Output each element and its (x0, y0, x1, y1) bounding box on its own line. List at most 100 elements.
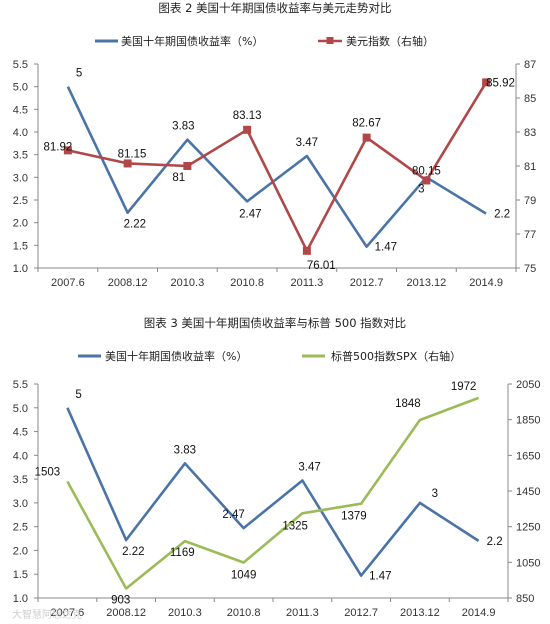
y-right-tick-label: 1650 (516, 450, 540, 462)
series-line-1 (66, 86, 487, 248)
data-label: 3 (418, 183, 424, 195)
data-label: 1325 (282, 520, 308, 532)
chart-2-title: 图表 3 美国十年期国债收益率与标普 500 指数对比 (144, 316, 406, 330)
data-label: 3.83 (172, 121, 194, 133)
data-label: 80.15 (412, 165, 441, 177)
x-tick-label: 2010.8 (227, 607, 261, 619)
data-label: 3 (432, 488, 438, 500)
data-label: 5 (76, 68, 82, 80)
y-left-tick-label: 5.5 (13, 379, 28, 391)
y-left-tick-label: 2.5 (13, 522, 28, 534)
series-marker (302, 246, 311, 255)
data-label: 1848 (395, 398, 421, 410)
x-tick-label: 2012.7 (350, 277, 384, 289)
series-marker (243, 125, 252, 134)
y-right-tick-label: 850 (516, 593, 534, 605)
series-line-1 (66, 407, 480, 577)
series-line-2 (67, 81, 488, 253)
data-label: 3.83 (174, 444, 196, 456)
data-label: 2.2 (487, 536, 503, 548)
data-label: 1972 (451, 381, 477, 393)
y-left-tick-label: 4.0 (13, 450, 28, 462)
data-label: 81.15 (118, 148, 147, 160)
x-tick-label: 2008.12 (108, 277, 148, 289)
series-marker (63, 146, 72, 155)
data-label: 1379 (341, 511, 367, 523)
x-tick-label: 2013.12 (400, 607, 440, 619)
series-line-2 (66, 396, 480, 590)
series-marker (183, 162, 192, 170)
x-tick-label: 2014.9 (462, 607, 496, 619)
data-label: 2.47 (222, 509, 244, 521)
data-label: 85.92 (486, 77, 515, 89)
y-left-tick-label: 5.5 (13, 59, 28, 71)
series-marker (362, 133, 371, 142)
data-label: 2.2 (494, 209, 510, 221)
legend-1-series-2-label: 美元指数（右轴） (346, 34, 434, 48)
y-right-tick-label: 1050 (516, 557, 540, 569)
y-left-tick-label: 4.0 (13, 127, 28, 139)
data-label: 81 (172, 172, 185, 184)
y-right-tick-label: 79 (524, 195, 536, 207)
x-tick-label: 2007.6 (51, 277, 85, 289)
data-label: 2.22 (122, 546, 144, 558)
chart-1-marks: 1.0 1.5 2.0 2.5 3.0 3.5 4.0 4.5 5.0 5.5 75 77 79 81 83… (13, 59, 537, 289)
y-left-tick-label: 3.0 (13, 498, 28, 510)
x-tick-label: 2010.8 (230, 277, 264, 289)
y-right-tick-label: 87 (524, 59, 536, 71)
y-left-tick-label: 2.0 (13, 545, 28, 557)
series-marker (123, 159, 132, 168)
y-left-tick-label: 1.5 (13, 240, 28, 252)
data-label: 903 (111, 595, 130, 607)
y-left-tick-label: 4.5 (13, 104, 28, 116)
chart-1-title: 图表 2 美国十年期国债收益率与美元走势对比 (158, 1, 391, 15)
x-tick-label: 2010.3 (171, 277, 205, 289)
data-label: 1.47 (369, 571, 391, 583)
x-tick-label: 2013.12 (406, 277, 446, 289)
data-label: 5 (75, 389, 81, 401)
y-right-tick-label: 2050 (516, 379, 540, 391)
data-label: 76.01 (307, 260, 336, 272)
data-label: 1.47 (375, 242, 397, 254)
y-right-tick-label: 77 (524, 229, 536, 241)
series-marker (482, 78, 491, 87)
watermark: 大智慧阿思达克 (12, 608, 82, 621)
data-label: 2.47 (239, 208, 261, 220)
x-tick-label: 2014.9 (469, 277, 503, 289)
data-label: 83.13 (233, 110, 262, 122)
x-tick-label: 2012.7 (344, 607, 378, 619)
y-left-tick-label: 3.5 (13, 474, 28, 486)
data-label: 81.92 (43, 141, 72, 153)
x-tick-label: 2008.12 (106, 607, 146, 619)
data-label: 2.22 (124, 219, 146, 231)
x-tick-label: 2011.3 (286, 607, 319, 619)
data-label: 3.47 (298, 462, 320, 474)
chart-dollar-index: 图表 2 美国十年期国债收益率与美元走势对比 美国十年期国债收益率（%） 美元指… (13, 1, 537, 289)
y-left-tick-label: 1.5 (13, 569, 28, 581)
y-right-tick-label: 1450 (516, 486, 540, 498)
y-right-tick-label: 85 (524, 93, 536, 105)
chart-sp500: 图表 3 美国十年期国债收益率与标普 500 指数对比 美国十年期国债收益率（%… (13, 316, 541, 619)
y-left-tick-label: 2.5 (13, 195, 28, 207)
data-label: 1049 (231, 570, 257, 582)
data-label: 3.47 (296, 137, 318, 149)
legend-1-series-2-marker (326, 37, 334, 44)
chart-2-marks: 1.0 1.5 2.0 2.5 3.0 3.5 4.0 4.5 5.0 5.5 850 1050 125… (13, 379, 541, 619)
y-right-tick-label: 81 (524, 161, 536, 173)
data-label: 1169 (170, 547, 195, 559)
y-right-tick-label: 75 (524, 263, 536, 275)
data-label: 1503 (35, 467, 61, 479)
y-left-tick-label: 1.0 (13, 263, 28, 275)
y-left-tick-label: 5.0 (13, 403, 28, 415)
legend-1-series-1-label: 美国十年期国债收益率（%） (121, 34, 263, 48)
chart-1-legend: 美国十年期国债收益率（%） 美元指数（右轴） (95, 34, 434, 48)
y-left-tick-label: 3.0 (13, 172, 28, 184)
series-marker (422, 176, 431, 185)
y-right-tick-label: 1850 (516, 415, 540, 427)
x-tick-label: 2007.6 (51, 607, 85, 619)
chart-2-legend: 美国十年期国债收益率（%） 标普500指数SPX（右轴） (78, 349, 461, 363)
y-right-tick-label: 83 (524, 127, 536, 139)
y-left-tick-label: 4.5 (13, 427, 28, 439)
y-left-tick-label: 1.0 (13, 593, 28, 605)
